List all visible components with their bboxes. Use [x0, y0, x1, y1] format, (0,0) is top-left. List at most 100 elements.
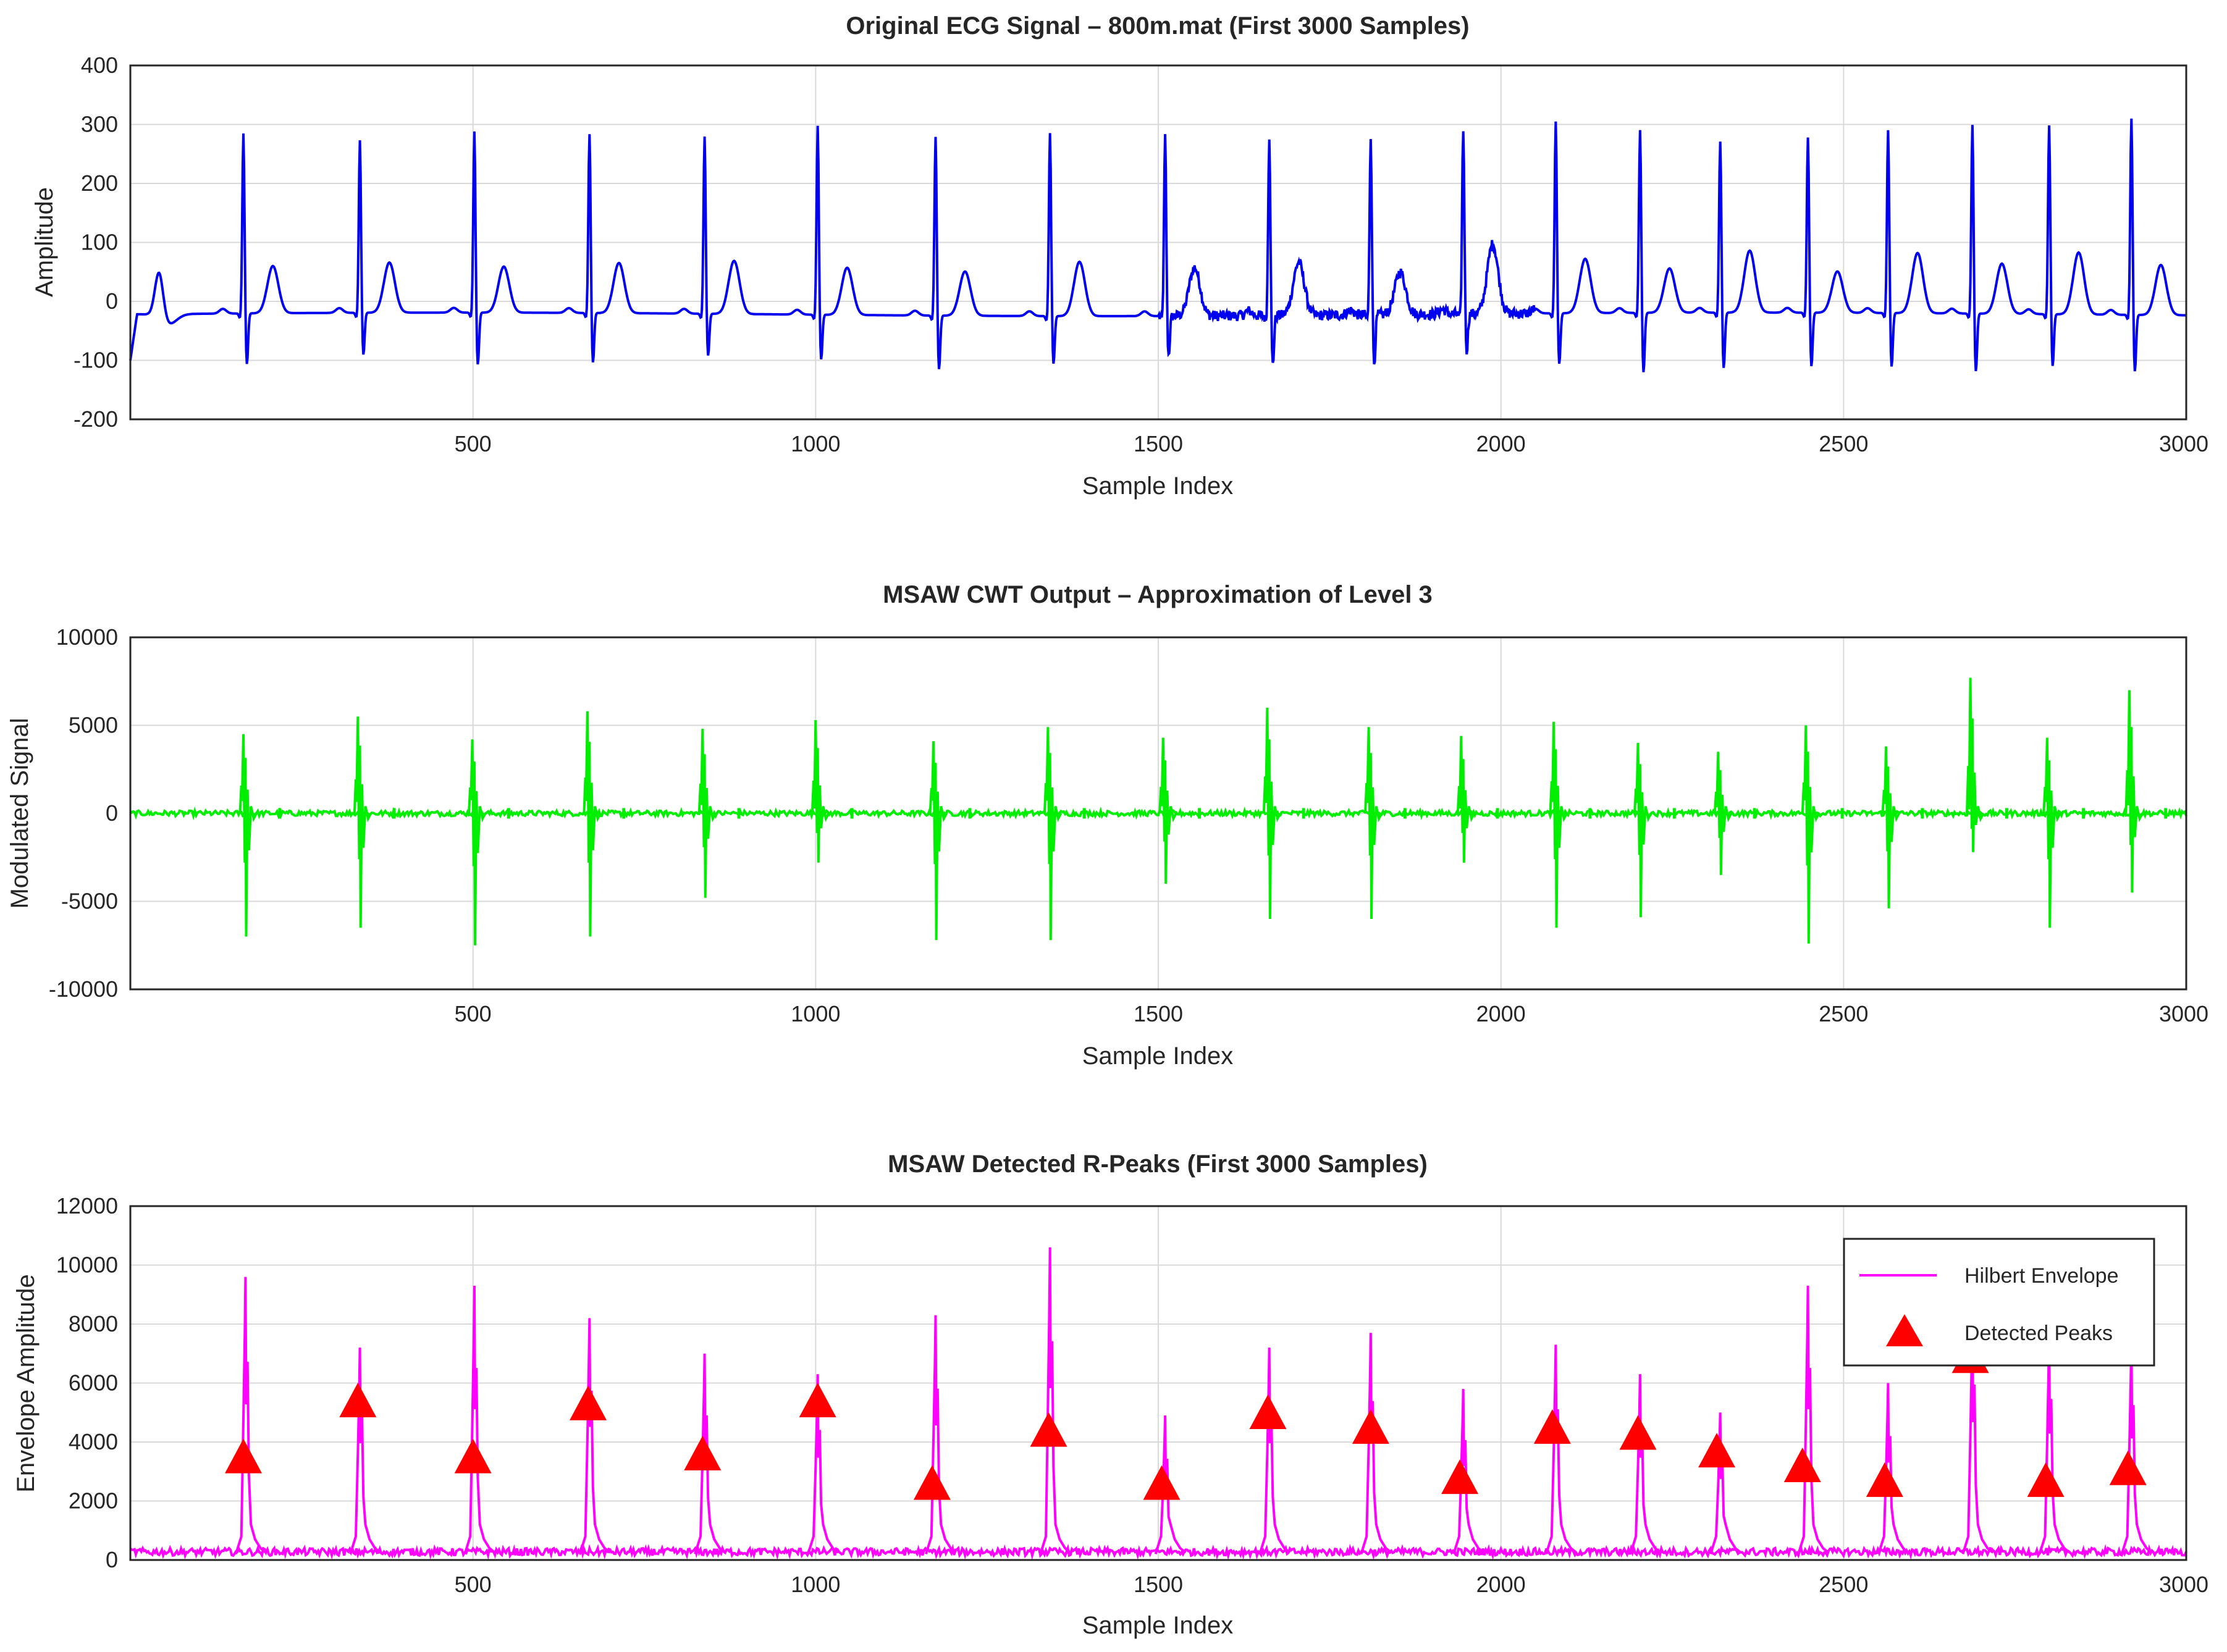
cwt-spike [1456, 736, 1476, 863]
cwt-burst [353, 716, 396, 928]
x-tick-label: 3000 [2159, 431, 2208, 456]
axes-frame [129, 64, 2187, 421]
y-tick-label: 2000 [69, 1488, 118, 1514]
cwt-burst [697, 729, 741, 898]
x-tick-label: 1000 [791, 1001, 840, 1026]
envelope-spike [349, 1348, 382, 1554]
chart-title: MSAW Detected R-Peaks (First 3000 Sample… [888, 1151, 1428, 1178]
x-tick-label: 2500 [1819, 431, 1868, 456]
detected-peak-marker [799, 1382, 836, 1417]
x-tick-label: 2500 [1819, 1001, 1868, 1026]
chart-title: MSAW CWT Output – Approximation of Level… [883, 581, 1433, 608]
x-tick-label: 1500 [1134, 431, 1183, 456]
grid [130, 65, 2186, 419]
x-tick-label: 500 [455, 1001, 492, 1026]
detected-peak-marker [570, 1385, 607, 1420]
envelope-spike [463, 1285, 496, 1554]
y-tick-label: 0 [106, 800, 118, 826]
cwt-burst [1549, 721, 1592, 928]
detected-peak-marker [1249, 1394, 1287, 1430]
x-tick-label: 1500 [1134, 1572, 1183, 1597]
plot-area [129, 1247, 2187, 1561]
y-tick-label: 5000 [69, 713, 118, 738]
cwt-burst [928, 741, 972, 941]
legend: Hilbert Envelope Detected Peaks [1843, 1238, 2155, 1367]
cwt-spike [1158, 737, 1177, 884]
detected-peak-marker [454, 1438, 492, 1474]
cwt-burst [1364, 727, 1407, 920]
envelope-spike [1961, 1309, 1994, 1554]
detected-peak-marker [1030, 1412, 1067, 1447]
y-tick-label: 10000 [56, 1252, 118, 1278]
envelope-spike [2038, 1330, 2071, 1554]
detected-peak-marker [2027, 1462, 2065, 1497]
y-axis-label: Envelope Amplitude [12, 1274, 40, 1493]
envelope-spike [578, 1318, 611, 1554]
x-tick-label: 1000 [791, 431, 840, 456]
x-tick-label: 2000 [1476, 1572, 1526, 1597]
cwt-spike [1881, 746, 1900, 908]
envelope-spike [1709, 1412, 1742, 1554]
x-tick-label: 2000 [1476, 1001, 1526, 1026]
envelope-spike [1629, 1374, 1662, 1554]
legend-entry-envelope: Hilbert Envelope [1964, 1264, 2118, 1288]
detected-peak-marker [1619, 1415, 1657, 1450]
detected-peak-marker [1352, 1409, 1389, 1444]
cwt-burst [2124, 690, 2168, 893]
detected-peak-marker [1533, 1409, 1571, 1444]
y-tick-label: 8000 [69, 1311, 118, 1336]
envelope-spike [1039, 1247, 1072, 1554]
cwt-spike [1713, 752, 1733, 875]
detected-peak-marker [1698, 1433, 1736, 1468]
cwt-baseline [129, 806, 2187, 821]
x-tick-label: 500 [455, 431, 492, 456]
cwt-spike [2042, 737, 2061, 928]
tick-labels: 500 1000 1500 2000 2500 3000 -10000 -5000 0 5000 1… [49, 624, 2208, 1026]
y-tick-label: -10000 [49, 976, 118, 1002]
y-tick-label: 200 [81, 170, 118, 196]
cwt-spike [810, 719, 830, 863]
y-tick-label: 6000 [69, 1370, 118, 1396]
envelope-baseline [129, 1543, 2187, 1561]
detected-peak-marker [2109, 1450, 2147, 1485]
legend-box [1843, 1238, 2155, 1367]
x-axis-label: Sample Index [1082, 1612, 1234, 1639]
cwt-burst [238, 734, 282, 937]
legend-marker-swatch [1886, 1314, 1923, 1346]
rpeaks-panel: MSAW Detected R-Peaks (First 3000 Sample… [12, 1151, 2208, 1639]
axes-frame [129, 636, 2187, 991]
y-tick-label: 100 [81, 230, 118, 255]
x-tick-label: 2000 [1476, 431, 1526, 456]
cwt-spike [2124, 690, 2144, 893]
cwt-burst [1262, 707, 1305, 920]
cwt-burst [1966, 677, 2008, 852]
cwt-burst [1713, 752, 1756, 875]
detected-peak-marker [1441, 1459, 1479, 1495]
cwt-spike [238, 734, 258, 937]
envelope-spike [924, 1315, 957, 1554]
detected-peak-marker [225, 1438, 263, 1474]
cwt-burst [468, 739, 510, 945]
y-tick-label: 12000 [56, 1193, 118, 1218]
envelope-spike [1797, 1285, 1830, 1554]
cwt-spike [928, 741, 948, 941]
cwt-spike [697, 729, 717, 898]
cwt-spike [468, 739, 487, 945]
envelope-spike [1544, 1344, 1577, 1554]
plot-area [129, 677, 2187, 945]
cwt-burst [583, 711, 626, 937]
tick-labels: 500 1000 1500 2000 2500 3000 -200 -100 0 100 200 30… [74, 52, 2208, 456]
cwt-spike [1549, 721, 1568, 928]
cwt-burst [810, 719, 854, 863]
cwt-spike [1364, 727, 1383, 920]
y-tick-label: -5000 [61, 889, 118, 914]
envelope-spike [2120, 1338, 2153, 1554]
envelope-spike [234, 1277, 267, 1554]
cwt-spike [583, 711, 602, 937]
detected-peak-marker [684, 1435, 722, 1470]
chart-title: Original ECG Signal – 800m.mat (First 30… [846, 12, 1469, 40]
x-tick-label: 2500 [1819, 1572, 1868, 1597]
x-tick-label: 3000 [2159, 1572, 2208, 1597]
x-axis-label: Sample Index [1082, 1042, 1234, 1070]
